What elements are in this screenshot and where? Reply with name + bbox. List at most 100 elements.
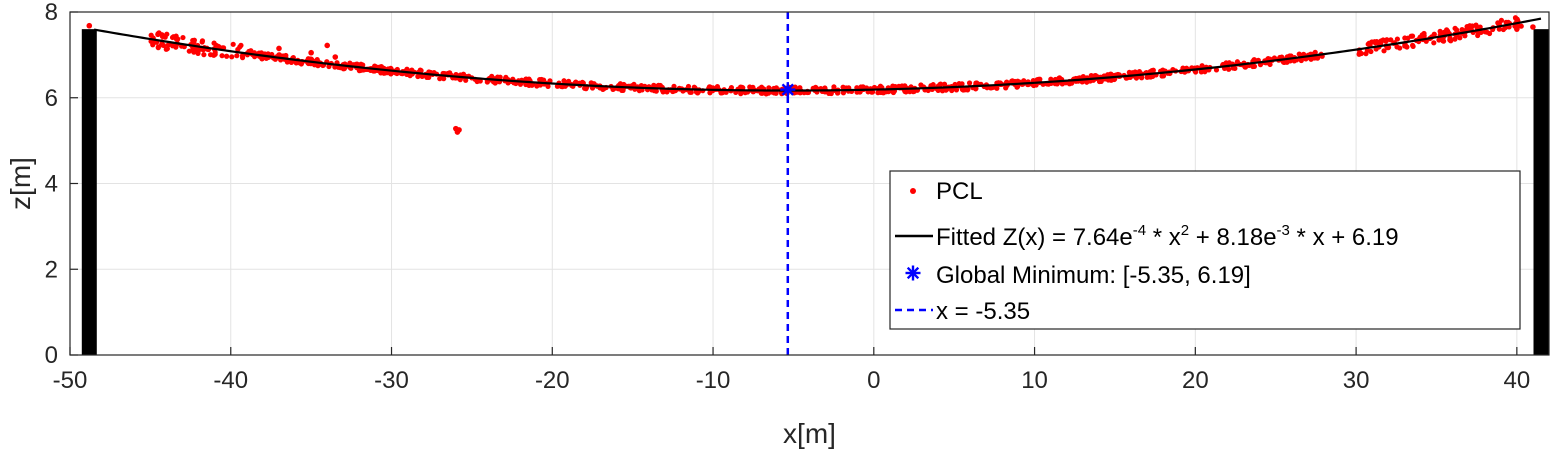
legend-minimum-icon	[905, 265, 921, 281]
pcl-point	[1139, 75, 1145, 81]
pcl-point	[1530, 24, 1536, 30]
pcl-point	[326, 63, 332, 70]
pcl-point	[1381, 48, 1387, 54]
pcl-point	[1388, 37, 1394, 43]
pcl-point	[155, 31, 161, 37]
pcl-point	[1088, 73, 1094, 79]
pcl-point	[1281, 59, 1287, 66]
pcl-point	[358, 61, 364, 67]
pcl-point	[840, 90, 847, 96]
pcl-point	[372, 63, 378, 69]
asterisk-stroke	[781, 83, 794, 96]
pcl-point	[1441, 38, 1447, 44]
x-tick-label: -50	[53, 367, 88, 394]
x-ticks: -50 -40 -30 -20 -10 0 10 20 30 40	[53, 347, 1530, 394]
pcl-point	[1223, 60, 1229, 66]
x-tick-label: -10	[696, 367, 731, 394]
pcl-point	[538, 77, 545, 83]
pcl-point	[890, 89, 897, 96]
pcl-point	[308, 49, 314, 56]
pcl-point	[1226, 66, 1232, 72]
pcl-point	[219, 53, 225, 59]
fitted-curve	[93, 17, 1542, 92]
pcl-point	[714, 84, 721, 90]
pcl-point	[165, 42, 171, 48]
pcl-point	[239, 52, 246, 59]
pcl-point	[207, 52, 214, 58]
pcl-point	[1035, 76, 1042, 82]
pcl-point	[918, 82, 924, 88]
pcl-point	[1496, 26, 1502, 32]
pcl-point	[877, 89, 883, 95]
pcl-point	[191, 39, 197, 45]
pcl-point	[835, 90, 841, 96]
pcl-point	[234, 53, 240, 59]
pcl-point	[620, 87, 626, 93]
x-tick-label: 30	[1343, 367, 1370, 394]
pcl-point	[930, 82, 936, 88]
pcl-point	[1431, 40, 1437, 46]
pcl-point	[1365, 41, 1371, 47]
legend-pcl-icon	[910, 188, 916, 194]
y-axis-label: z[m]	[5, 157, 36, 210]
pcl-point	[180, 34, 186, 41]
pcl-point	[1202, 69, 1208, 75]
pcl-point	[939, 88, 946, 94]
pcl-points	[86, 15, 1536, 135]
x-tick-label: -20	[535, 367, 570, 394]
pcl-point	[1477, 24, 1483, 30]
legend: PCL Fitted Z(x) = 7.64e-4 * x2 + 8.18e-3 …	[889, 170, 1521, 330]
pcl-point	[150, 42, 156, 48]
x-tick-label: 20	[1182, 367, 1209, 394]
pcl-point	[1372, 40, 1379, 46]
pcl-point	[1251, 57, 1257, 63]
pcl-point	[670, 88, 676, 95]
pcl-point	[276, 52, 282, 58]
pcl-point	[155, 44, 161, 50]
pcl-point	[739, 84, 745, 90]
pcl-point	[415, 73, 421, 80]
pcl-point	[956, 81, 962, 87]
pcl-point	[1385, 45, 1391, 51]
pcl-point	[1457, 35, 1463, 41]
pcl-point	[463, 77, 469, 83]
pcl-point	[890, 83, 896, 89]
pcl-point	[685, 83, 692, 90]
pcl-point	[758, 90, 764, 96]
pcl-point	[941, 81, 948, 87]
support-post	[1533, 29, 1549, 356]
pcl-point	[1213, 67, 1220, 73]
pcl-point	[1409, 42, 1416, 48]
pcl-point	[314, 57, 320, 63]
pcl-point	[1436, 37, 1442, 43]
pcl-point	[671, 83, 677, 89]
pcl-point	[1048, 76, 1054, 82]
pcl-point	[1518, 23, 1524, 29]
pcl-point	[324, 42, 331, 49]
legend-label-pcl: PCL	[936, 178, 983, 205]
pcl-point	[230, 41, 236, 47]
pcl-point	[1409, 33, 1416, 39]
pcl-point	[1144, 74, 1150, 80]
y-tick-label: 0	[45, 342, 58, 369]
pcl-point	[419, 73, 425, 79]
pcl-point	[523, 76, 530, 82]
pcl-point	[418, 67, 424, 74]
pcl-point	[1514, 26, 1520, 32]
pcl-point	[1363, 51, 1369, 57]
pcl-point	[974, 80, 980, 86]
x-tick-label: -40	[213, 367, 248, 394]
pcl-point	[771, 90, 777, 96]
y-tick-label: 2	[45, 256, 58, 283]
pcl-point	[966, 80, 973, 86]
legend-box	[889, 170, 1521, 330]
y-tick-label: 6	[45, 85, 58, 112]
pcl-point	[1486, 30, 1493, 37]
pcl-point	[159, 32, 165, 38]
pcl-point	[1452, 36, 1458, 42]
pcl-point	[191, 49, 197, 55]
pcl-point	[163, 46, 169, 52]
pcl-point	[224, 53, 230, 59]
pcl-point	[1405, 35, 1411, 41]
x-tick-label: 0	[867, 367, 880, 394]
